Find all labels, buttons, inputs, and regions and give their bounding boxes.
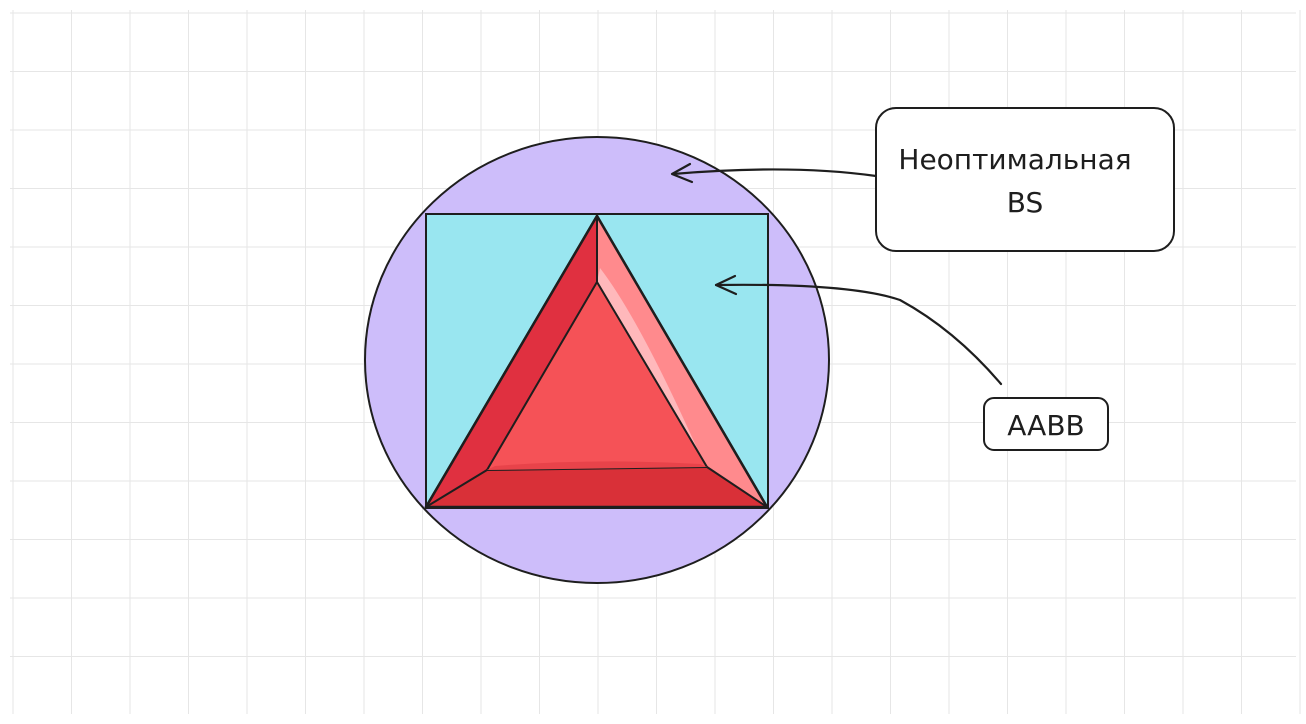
bs-label-line1: Неоптимальная (898, 143, 1131, 176)
bs-label-line2: BS (1007, 186, 1044, 219)
arrowhead-sphere-icon (670, 162, 694, 184)
triangle-shape (424, 214, 769, 509)
triangle-inner-sheen (487, 461, 707, 470)
aabb-label: AABB (1007, 409, 1085, 442)
triangle-edge-right (706, 466, 768, 508)
triangle-highlight (597, 268, 707, 467)
aabb-label-box: AABB (983, 397, 1109, 451)
arrow-to-sphere (670, 162, 878, 184)
bs-label-box: Неоптимальная BS (875, 107, 1175, 252)
triangle-bottom-facet (426, 467, 767, 507)
arrowhead-aabb-icon (714, 274, 738, 296)
triangle-edge-left (425, 469, 488, 508)
triangle-outline (424, 214, 769, 509)
arrow-to-aabb (714, 274, 1003, 386)
